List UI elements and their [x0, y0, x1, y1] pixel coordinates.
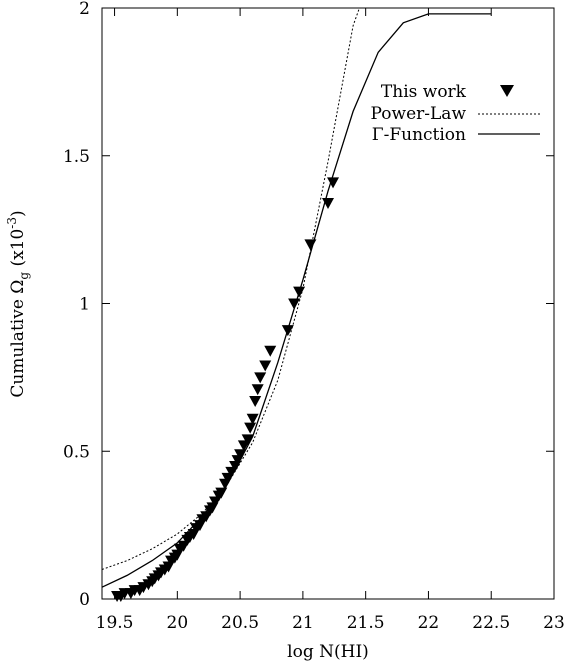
data-point: [254, 372, 267, 384]
data-point: [241, 434, 254, 446]
x-tick-label: 20.5: [221, 613, 259, 633]
data-point: [304, 239, 317, 251]
axis-ticks: 19.5 20 20.5 21 21.5 22 22.5 23 0 0.5 1 1.5 2: [63, 0, 565, 633]
x-tick-label: 20: [167, 613, 189, 633]
y-tick-label: 1: [79, 295, 90, 315]
data-point: [246, 413, 259, 425]
data-point: [215, 487, 228, 499]
y-tick-label: 0.5: [63, 442, 90, 462]
x-axis-label: log N(HI): [287, 642, 369, 662]
curves: [101, 7, 492, 588]
data-points: [111, 177, 340, 603]
x-tick-label: 21: [292, 613, 314, 633]
legend-label-this-work: This work: [381, 82, 467, 102]
plot-frame: [101, 7, 555, 600]
legend-label-gamma-function: Γ-Function: [372, 125, 466, 145]
y-axis-label-unit-close: ): [8, 210, 28, 217]
y-axis-label-main: Cumulative Ω: [8, 280, 28, 398]
legend-marker-this-work: [500, 85, 514, 97]
curve-gamma-function: [101, 13, 492, 588]
data-point: [259, 360, 272, 372]
y-axis-label-unit-exp: -3: [5, 217, 19, 229]
y-axis-label-sub: g: [17, 272, 31, 280]
data-point: [264, 345, 277, 357]
y-tick-label: 0: [79, 590, 90, 610]
legend: This work Power-Law Γ-Function: [371, 82, 540, 145]
y-tick-label: 2: [79, 0, 90, 19]
y-axis-label-unit-open: (x10: [8, 229, 28, 272]
data-point: [249, 396, 262, 408]
curve-power-law: [101, 7, 360, 570]
x-tick-label: 19.5: [96, 613, 134, 633]
legend-label-power-law: Power-Law: [371, 104, 467, 124]
y-tick-label: 1.5: [63, 147, 90, 167]
data-point: [327, 177, 340, 189]
x-tick-label: 23: [543, 613, 565, 633]
data-point: [281, 325, 294, 337]
x-tick-label: 21.5: [347, 613, 385, 633]
data-point: [288, 298, 301, 310]
x-tick-label: 22.5: [472, 613, 510, 633]
data-point: [251, 384, 264, 396]
y-axis-label: Cumulative Ωg (x10-3): [5, 210, 31, 397]
data-point: [244, 422, 257, 434]
x-tick-label: 22: [418, 613, 440, 633]
data-point: [234, 449, 247, 461]
data-point: [293, 286, 306, 298]
data-point: [322, 198, 334, 210]
